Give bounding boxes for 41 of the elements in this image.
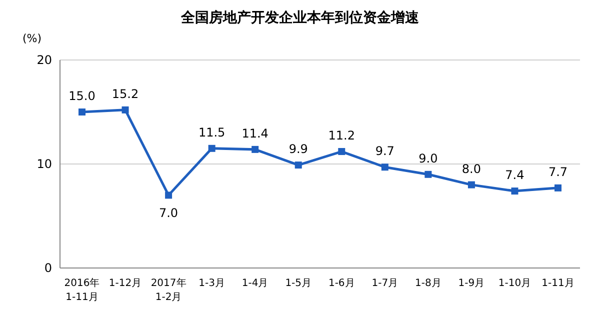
data-label: 11.2 bbox=[328, 128, 355, 143]
data-label: 7.0 bbox=[159, 206, 178, 220]
x-tick-label: 2017年 1-2月 bbox=[150, 277, 186, 303]
point bbox=[294, 162, 302, 169]
point bbox=[208, 144, 216, 152]
data-label: 9.7 bbox=[375, 144, 394, 158]
x-tick-label: 1-4月 bbox=[242, 278, 268, 289]
x-tick-label: 1-6月 bbox=[328, 278, 355, 289]
x-tick-label: 1-3月 bbox=[198, 278, 225, 289]
point bbox=[468, 181, 475, 188]
x-tick-label: 1-11月 bbox=[542, 278, 574, 289]
x-tick-label: 1-12月 bbox=[108, 278, 142, 289]
data-label: 7.4 bbox=[505, 168, 524, 182]
data-label: 8.0 bbox=[462, 162, 481, 176]
x-tick-label: 1-10月 bbox=[498, 278, 532, 289]
x-tick-label: 1-5月 bbox=[285, 278, 312, 289]
data-label: 11.4 bbox=[242, 126, 268, 140]
y-tick-label: 10 bbox=[36, 157, 52, 171]
point bbox=[78, 108, 86, 116]
point bbox=[122, 106, 129, 114]
data-label: 9.9 bbox=[288, 142, 308, 156]
point bbox=[338, 148, 346, 156]
x-tick-label: 1-8月 bbox=[415, 278, 442, 289]
y-tick-label: 20 bbox=[36, 53, 52, 67]
data-label: 7.7 bbox=[548, 164, 568, 179]
data-label: 9.0 bbox=[418, 151, 438, 166]
chart-title: 全国房地产开发企业本年到位资金增速 bbox=[180, 9, 420, 26]
x-tick-label: 2016年 1-11月 bbox=[64, 277, 100, 303]
x-tick-label: 1-9月 bbox=[458, 278, 485, 289]
point bbox=[511, 188, 518, 195]
point bbox=[252, 146, 259, 153]
x-tick-label: 1-7月 bbox=[372, 278, 398, 289]
y-tick-label: 0 bbox=[44, 261, 52, 275]
y-axis-title: (%) bbox=[22, 32, 42, 45]
point bbox=[381, 164, 388, 171]
data-label: 11.5 bbox=[198, 125, 226, 140]
point bbox=[424, 170, 432, 178]
point bbox=[165, 192, 172, 199]
data-label: 15.2 bbox=[112, 86, 139, 101]
point bbox=[554, 184, 562, 192]
data-label: 15.0 bbox=[68, 89, 96, 103]
